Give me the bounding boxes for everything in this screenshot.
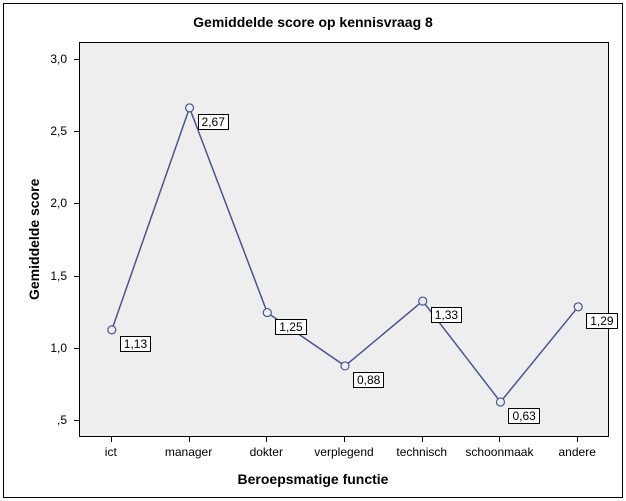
- data-label: 1,13: [120, 336, 151, 352]
- data-label: 1,25: [275, 319, 306, 335]
- x-tick-label: andere: [559, 445, 596, 459]
- y-tick-mark: [74, 59, 79, 60]
- plot-area: 1,132,671,250,881,330,631,29: [79, 42, 609, 437]
- data-label: 1,29: [586, 313, 617, 329]
- chart-container: Gemiddelde score op kennisvraag 8 1,13 2,…: [0, 0, 626, 501]
- y-tick-mark: [74, 420, 79, 421]
- x-tick-label: manager: [165, 445, 212, 459]
- data-label: 1,33: [431, 307, 462, 323]
- x-tick-mark: [577, 437, 578, 442]
- x-tick-label: verplegend: [314, 445, 373, 459]
- y-tick-label: 1,5: [50, 269, 67, 283]
- x-tick-mark: [189, 437, 190, 442]
- y-tick-mark: [74, 131, 79, 132]
- x-axis-label: Beroepsmatige functie: [4, 471, 622, 487]
- y-tick-mark: [74, 348, 79, 349]
- y-tick-label: 2,0: [50, 196, 67, 210]
- data-label: 2,67: [198, 114, 229, 130]
- x-tick-label: dokter: [250, 445, 283, 459]
- y-tick-mark: [74, 203, 79, 204]
- data-label: 0,63: [508, 408, 539, 424]
- x-tick-label: technisch: [396, 445, 447, 459]
- data-point-marker: [108, 326, 116, 334]
- y-tick-label: 3,0: [50, 52, 67, 66]
- y-axis-label: Gemiddelde score: [26, 178, 42, 299]
- x-tick-mark: [422, 437, 423, 442]
- x-tick-mark: [499, 437, 500, 442]
- x-tick-label: schoonmaak: [465, 445, 533, 459]
- data-point-marker: [419, 297, 427, 305]
- chart-frame: Gemiddelde score op kennisvraag 8 1,13 2,…: [3, 3, 623, 498]
- y-tick-label: 2,5: [50, 124, 67, 138]
- y-tick-label: ,5: [57, 413, 67, 427]
- data-point-marker: [263, 309, 271, 317]
- series-line: [112, 108, 578, 402]
- y-tick-label: 1,0: [50, 341, 67, 355]
- data-label: 0,88: [353, 372, 384, 388]
- x-tick-mark: [344, 437, 345, 442]
- x-tick-mark: [266, 437, 267, 442]
- x-tick-mark: [111, 437, 112, 442]
- y-tick-mark: [74, 276, 79, 277]
- chart-title: Gemiddelde score op kennisvraag 8: [4, 14, 622, 30]
- data-point-marker: [186, 104, 194, 112]
- data-point-marker: [574, 303, 582, 311]
- data-point-marker: [496, 398, 504, 406]
- x-tick-label: ict: [105, 445, 117, 459]
- data-point-marker: [341, 362, 349, 370]
- line-series: [80, 43, 610, 438]
